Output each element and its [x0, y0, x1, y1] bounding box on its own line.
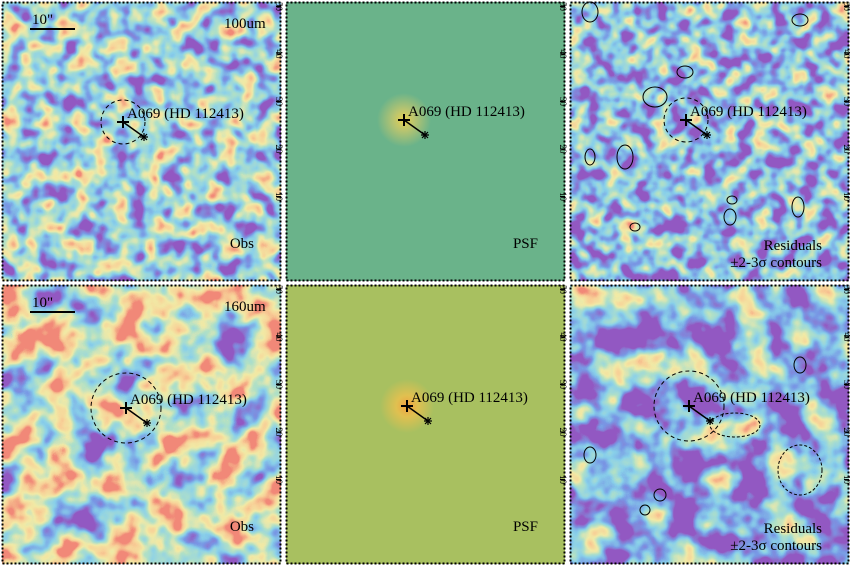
panel-image — [2, 2, 281, 281]
tick-label: 40 — [274, 333, 284, 343]
panel-label: Obs — [230, 236, 254, 252]
contour — [639, 504, 651, 516]
star-marker — [140, 133, 148, 141]
panel-sublabel: ±2-3σ contours — [730, 255, 822, 271]
tick-label: 10 — [558, 475, 568, 485]
scale-label: 10" — [32, 12, 53, 28]
offset-line — [406, 405, 429, 422]
panel-frame — [285, 1, 566, 282]
beam-circle — [653, 370, 725, 442]
panel-image — [2, 285, 281, 564]
tick-label: 40 — [274, 50, 284, 60]
tick-label: 20 — [274, 145, 284, 155]
tick-label: 10 — [558, 192, 568, 202]
contour — [581, 1, 599, 23]
beam-circle — [100, 99, 146, 145]
target-label: A069 (HD 112413) — [130, 392, 247, 408]
panel-label: Residuals — [764, 521, 822, 537]
contour — [723, 208, 737, 226]
tick-label: 20 — [558, 428, 568, 438]
tick-label: 20 — [842, 145, 850, 155]
tick-label: 30 — [558, 380, 568, 390]
tick-label: 30 — [274, 380, 284, 390]
tick-label: 50 — [842, 2, 850, 12]
panel: A069 (HD 112413) 10" 160um Obs 10 20 30 40 50 — [1, 284, 284, 565]
tick-label: 10 — [274, 475, 284, 485]
tick-label: 20 — [842, 428, 850, 438]
contour — [791, 13, 809, 27]
panel: A069 (HD 112413) Residuals±2-3σ contours 1… — [569, 284, 850, 565]
contour — [642, 86, 668, 108]
target-label: A069 (HD 112413) — [408, 104, 525, 120]
scale-label: 10" — [32, 295, 53, 311]
tick-label: 40 — [558, 50, 568, 60]
offset-line — [403, 119, 426, 136]
panel-label: PSF — [513, 236, 538, 252]
target-label: A069 (HD 112413) — [411, 390, 528, 406]
tick-label: 20 — [274, 428, 284, 438]
tick-label: 40 — [842, 50, 850, 60]
panel: A069 (HD 112413) PSF 10 20 30 40 50 — [285, 284, 568, 565]
offset-line — [688, 405, 711, 422]
tick-label: 20 — [558, 145, 568, 155]
contour — [777, 444, 823, 496]
star-marker — [421, 131, 429, 139]
star-marker — [143, 419, 151, 427]
offset-line — [125, 407, 148, 424]
contour — [653, 488, 667, 502]
panel-frame — [285, 284, 566, 565]
target-label: A069 (HD 112413) — [127, 106, 244, 122]
star-marker — [424, 417, 432, 425]
contour — [791, 196, 805, 218]
panel-image — [570, 2, 849, 281]
tick-label: 10 — [842, 192, 850, 202]
contour — [583, 446, 597, 464]
band-label: 160um — [224, 299, 266, 315]
offset-line — [685, 119, 708, 136]
contour — [629, 222, 641, 232]
contour — [616, 144, 634, 170]
tick-label: 50 — [842, 285, 850, 295]
panel: A069 (HD 112413) Residuals±2-3σ contours 1… — [569, 1, 850, 282]
tick-label: 10 — [274, 192, 284, 202]
panel: A069 (HD 112413) PSF 10 20 30 40 50 — [285, 1, 568, 282]
contour — [793, 356, 807, 374]
panel-label: Obs — [230, 519, 254, 535]
star-marker — [703, 131, 711, 139]
panel: A069 (HD 112413) 10" 100um Obs 10 20 30 40 50 — [1, 1, 284, 282]
panel-sublabel: ±2-3σ contours — [730, 538, 822, 554]
tick-label: 40 — [558, 333, 568, 343]
tick-label: 30 — [274, 97, 284, 107]
panel-frame — [1, 284, 282, 565]
tick-label: 50 — [274, 285, 284, 295]
beam-circle — [90, 372, 162, 444]
target-label: A069 (HD 112413) — [693, 390, 810, 406]
contour — [584, 148, 596, 166]
panel-frame — [1, 1, 282, 282]
offset-line — [122, 121, 145, 138]
panel-frame — [569, 284, 850, 565]
tick-label: 40 — [842, 333, 850, 343]
tick-label: 30 — [558, 97, 568, 107]
panel-label: PSF — [513, 519, 538, 535]
panel-frame — [569, 1, 850, 282]
tick-label: 30 — [842, 380, 850, 390]
panel-label: Residuals — [764, 238, 822, 254]
contour — [726, 195, 738, 205]
tick-label: 50 — [558, 2, 568, 12]
band-label: 100um — [224, 16, 266, 32]
contour — [676, 65, 694, 79]
target-label: A069 (HD 112413) — [690, 104, 807, 120]
tick-label: 30 — [842, 97, 850, 107]
contour — [709, 412, 761, 438]
star-marker — [706, 417, 714, 425]
tick-label: 50 — [274, 2, 284, 12]
tick-label: 10 — [842, 475, 850, 485]
beam-circle — [663, 97, 709, 143]
tick-label: 50 — [558, 285, 568, 295]
